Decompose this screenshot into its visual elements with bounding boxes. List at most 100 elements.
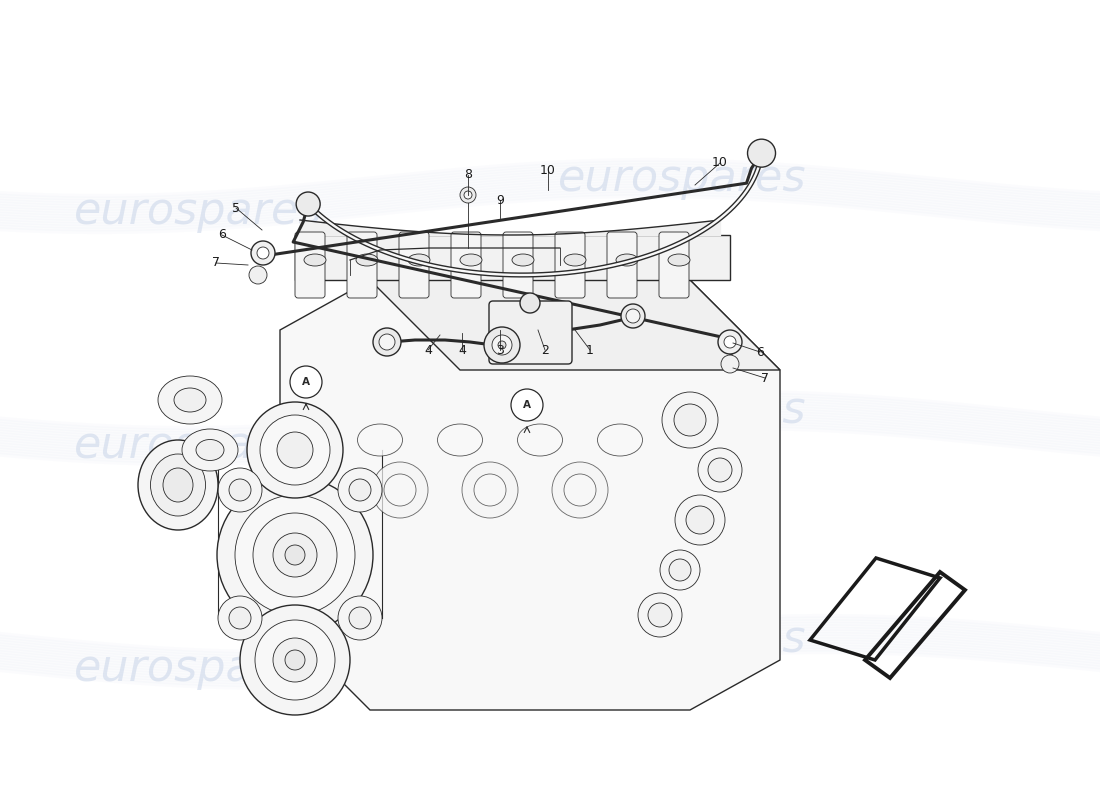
Ellipse shape xyxy=(196,439,224,461)
Circle shape xyxy=(372,462,428,518)
Circle shape xyxy=(474,474,506,506)
Circle shape xyxy=(638,593,682,637)
Text: eurospares: eurospares xyxy=(74,646,322,690)
Ellipse shape xyxy=(616,254,638,266)
FancyBboxPatch shape xyxy=(556,232,585,298)
Circle shape xyxy=(349,479,371,501)
Circle shape xyxy=(626,309,640,323)
Circle shape xyxy=(460,187,476,203)
Ellipse shape xyxy=(517,424,562,456)
Circle shape xyxy=(240,605,350,715)
Circle shape xyxy=(338,596,382,640)
Circle shape xyxy=(724,336,736,348)
Circle shape xyxy=(748,139,775,167)
Circle shape xyxy=(217,477,373,633)
Circle shape xyxy=(229,607,251,629)
Text: 7: 7 xyxy=(761,371,769,385)
Ellipse shape xyxy=(408,254,430,266)
Circle shape xyxy=(260,415,330,485)
Circle shape xyxy=(512,389,543,421)
Ellipse shape xyxy=(668,254,690,266)
Circle shape xyxy=(492,335,512,355)
Circle shape xyxy=(669,559,691,581)
Text: 4: 4 xyxy=(458,343,466,357)
Circle shape xyxy=(708,458,732,482)
Circle shape xyxy=(718,330,743,354)
Circle shape xyxy=(648,603,672,627)
Polygon shape xyxy=(295,235,730,280)
Ellipse shape xyxy=(564,254,586,266)
Ellipse shape xyxy=(512,254,534,266)
Circle shape xyxy=(373,328,402,356)
Circle shape xyxy=(464,191,472,199)
Circle shape xyxy=(251,241,275,265)
Text: 5: 5 xyxy=(232,202,240,214)
Polygon shape xyxy=(370,280,780,370)
Circle shape xyxy=(384,474,416,506)
Circle shape xyxy=(698,448,742,492)
FancyBboxPatch shape xyxy=(490,301,572,364)
Circle shape xyxy=(285,545,305,565)
Ellipse shape xyxy=(163,468,192,502)
Circle shape xyxy=(273,638,317,682)
Circle shape xyxy=(564,474,596,506)
Text: 7: 7 xyxy=(212,257,220,270)
FancyBboxPatch shape xyxy=(607,232,637,298)
Circle shape xyxy=(552,462,608,518)
Circle shape xyxy=(273,533,317,577)
Circle shape xyxy=(349,607,371,629)
Text: 10: 10 xyxy=(540,163,556,177)
Ellipse shape xyxy=(460,254,482,266)
Circle shape xyxy=(253,513,337,597)
Text: A: A xyxy=(522,400,531,410)
Ellipse shape xyxy=(358,424,403,456)
FancyBboxPatch shape xyxy=(451,232,481,298)
Text: 1: 1 xyxy=(586,343,594,357)
Circle shape xyxy=(484,327,520,363)
Text: 4: 4 xyxy=(425,343,432,357)
Polygon shape xyxy=(280,280,780,710)
Ellipse shape xyxy=(356,254,378,266)
Text: eurospares: eurospares xyxy=(558,157,806,200)
FancyBboxPatch shape xyxy=(659,232,689,298)
Ellipse shape xyxy=(138,440,218,530)
Circle shape xyxy=(255,620,336,700)
Circle shape xyxy=(218,468,262,512)
Text: 10: 10 xyxy=(712,157,728,170)
Circle shape xyxy=(285,650,305,670)
Circle shape xyxy=(498,341,506,349)
Circle shape xyxy=(621,304,645,328)
Ellipse shape xyxy=(597,424,642,456)
Text: eurospares: eurospares xyxy=(558,618,806,661)
Text: A: A xyxy=(302,377,310,387)
FancyBboxPatch shape xyxy=(399,232,429,298)
FancyBboxPatch shape xyxy=(503,232,534,298)
Circle shape xyxy=(686,506,714,534)
Circle shape xyxy=(674,404,706,436)
Text: 6: 6 xyxy=(756,346,763,358)
Text: 3: 3 xyxy=(496,343,504,357)
Circle shape xyxy=(675,495,725,545)
Circle shape xyxy=(248,402,343,498)
Ellipse shape xyxy=(438,424,483,456)
Text: 6: 6 xyxy=(218,229,226,242)
Ellipse shape xyxy=(158,376,222,424)
Circle shape xyxy=(235,495,355,615)
Text: 8: 8 xyxy=(464,169,472,182)
Circle shape xyxy=(379,334,395,350)
Circle shape xyxy=(229,479,251,501)
Circle shape xyxy=(249,266,267,284)
Ellipse shape xyxy=(182,429,238,471)
Circle shape xyxy=(462,462,518,518)
Text: eurospares: eurospares xyxy=(74,425,322,467)
Circle shape xyxy=(290,366,322,398)
Text: eurospares: eurospares xyxy=(558,390,806,432)
Ellipse shape xyxy=(174,388,206,412)
Circle shape xyxy=(660,550,700,590)
Ellipse shape xyxy=(304,254,326,266)
Circle shape xyxy=(520,293,540,313)
Circle shape xyxy=(720,355,739,373)
Circle shape xyxy=(218,596,262,640)
Circle shape xyxy=(257,247,270,259)
Circle shape xyxy=(662,392,718,448)
